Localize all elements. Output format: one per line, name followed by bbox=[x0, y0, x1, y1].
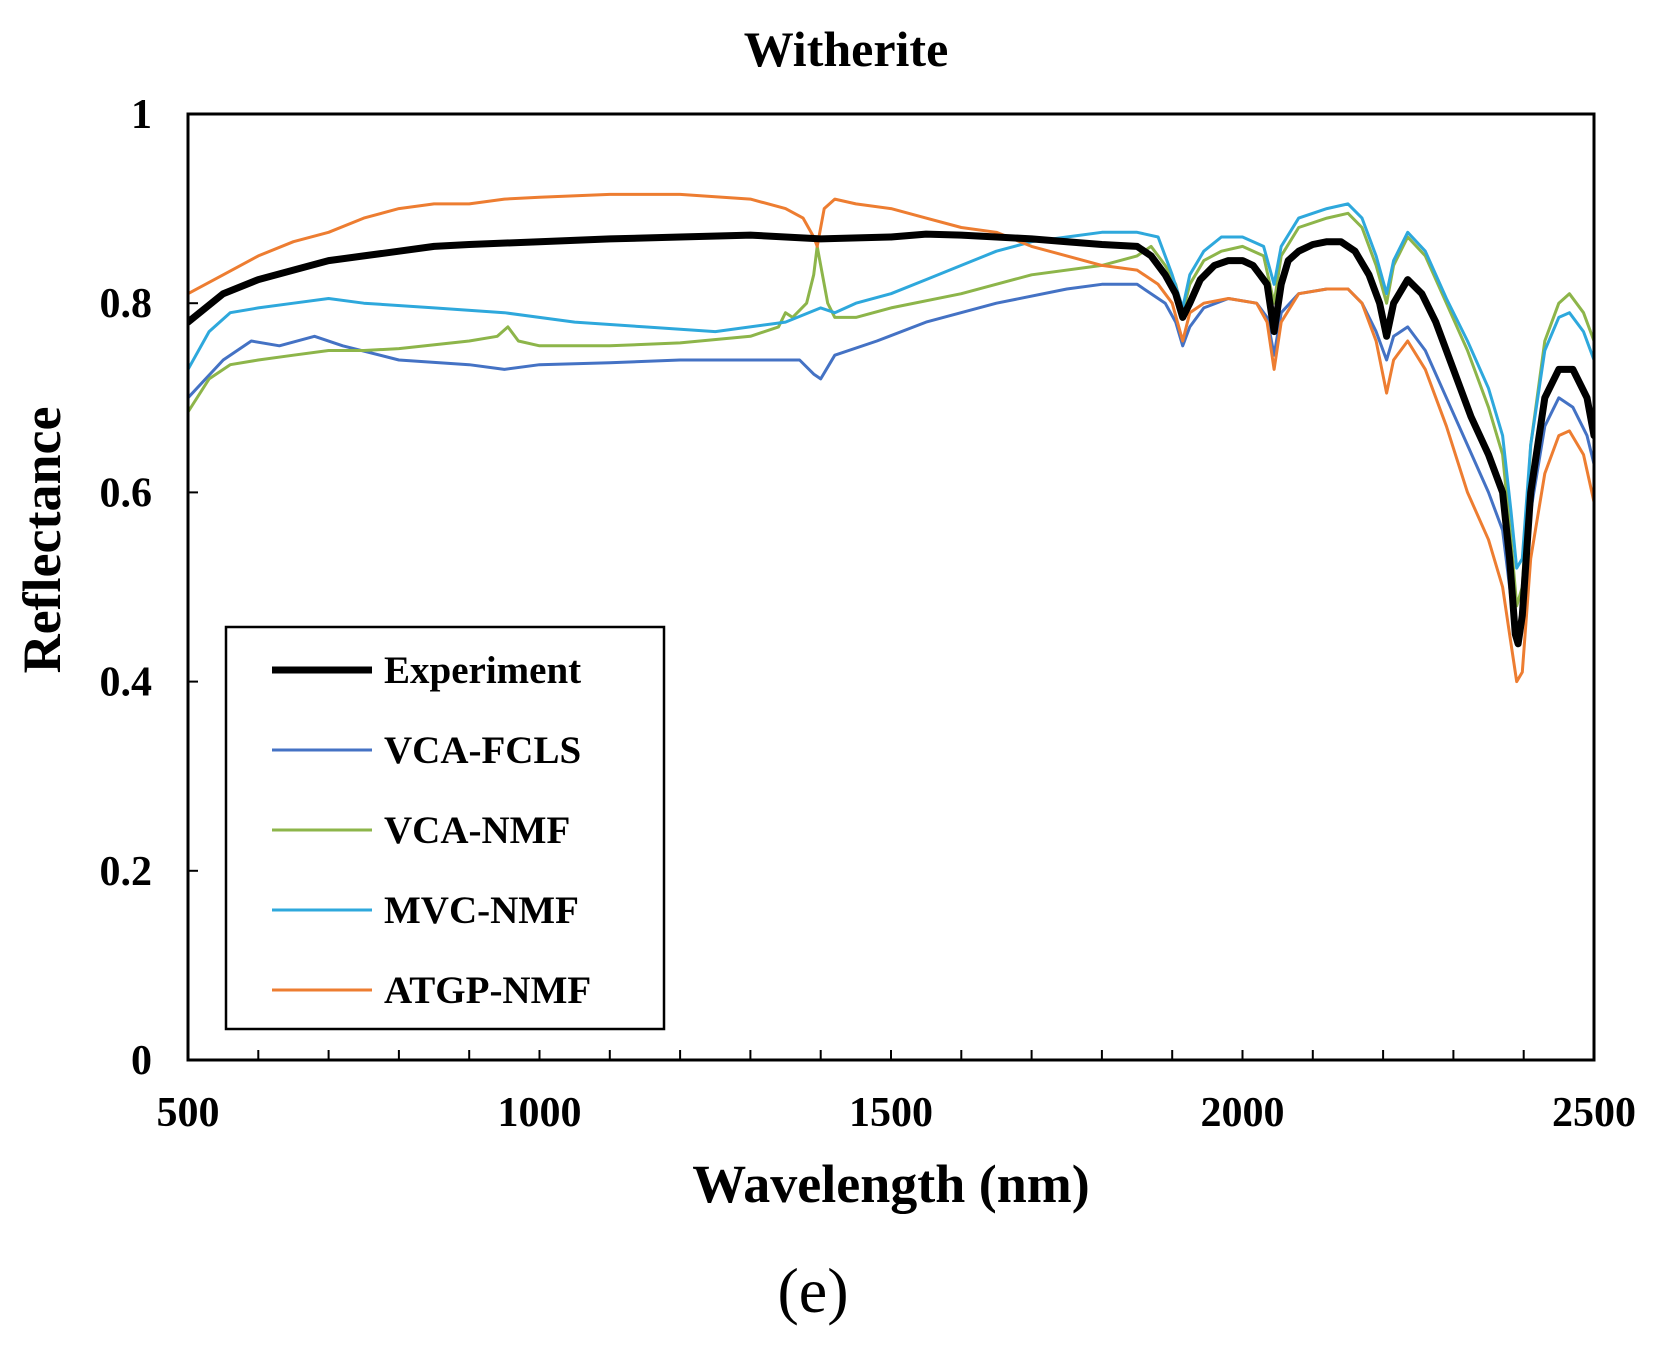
series-line-atgp-nmf bbox=[188, 192, 1594, 684]
y-axis-label: Reflectance bbox=[12, 407, 72, 674]
y-tick-label: 0.8 bbox=[100, 281, 153, 327]
series-line-mvc-nmf bbox=[188, 202, 1594, 570]
series-line-vca-nmf bbox=[188, 211, 1594, 608]
x-axis-label: Wavelength (nm) bbox=[692, 1154, 1090, 1214]
series-layer bbox=[188, 192, 1594, 684]
y-tick-label: 0.6 bbox=[100, 470, 153, 516]
x-tick-label: 2000 bbox=[1201, 1090, 1285, 1136]
x-tick-label: 1500 bbox=[849, 1090, 933, 1136]
legend-label-experiment: Experiment bbox=[384, 649, 581, 692]
legend-label-atgp-nmf: ATGP-NMF bbox=[384, 969, 591, 1012]
y-tick-label: 1 bbox=[131, 92, 152, 138]
plot-frame bbox=[186, 112, 1596, 1062]
legend: Experiment VCA-FCLS VCA-NMF MVC-NMF ATGP-NMF bbox=[224, 625, 666, 1031]
legend-label-vca-fcls: VCA-FCLS bbox=[384, 729, 581, 772]
chart-title: Witherite bbox=[744, 21, 949, 77]
x-axis-ticks: 500 1000 1500 2000 2500 bbox=[157, 1050, 1636, 1136]
x-tick-label: 2500 bbox=[1552, 1090, 1636, 1136]
y-axis-ticks: 0 0.2 0.4 0.6 0.8 1 bbox=[100, 92, 198, 1084]
legend-label-mvc-nmf: MVC-NMF bbox=[384, 889, 579, 932]
legend-label-vca-nmf: VCA-NMF bbox=[384, 809, 570, 852]
x-tick-label: 1000 bbox=[498, 1090, 582, 1136]
x-tick-label: 500 bbox=[157, 1090, 220, 1136]
panel-label: (e) bbox=[777, 1255, 848, 1326]
y-tick-label: 0 bbox=[131, 1038, 152, 1084]
y-tick-label: 0.4 bbox=[100, 660, 153, 706]
series-line-experiment bbox=[188, 230, 1594, 648]
series-line-vca-fcls bbox=[188, 282, 1594, 646]
legend-box bbox=[224, 625, 666, 1031]
y-tick-label: 0.2 bbox=[100, 849, 153, 895]
